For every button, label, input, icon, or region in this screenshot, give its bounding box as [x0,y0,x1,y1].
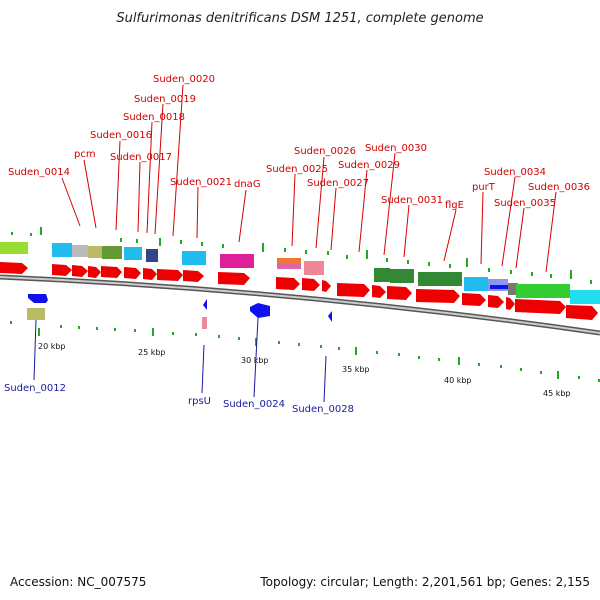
scale-label-40kbp: 40 kbp [444,376,472,385]
scale-labels: 20 kbp 25 kbp 30 kbp 35 kbp 40 kbp 45 kb… [38,342,571,398]
gene-label-suden-0012[interactable]: Suden_0012 [4,383,66,394]
gene-label-pcm[interactable]: pcm [74,149,96,160]
lower-tick-marks [10,321,600,382]
gene-label-suden-0017[interactable]: Suden_0017 [110,152,172,163]
gene-label-suden-0021[interactable]: Suden_0021 [170,177,232,188]
gene-label-suden-0036[interactable]: Suden_0036 [528,182,590,193]
gene-label-suden-0018[interactable]: Suden_0018 [123,112,185,123]
top-label-leaders [61,84,557,273]
gene-label-suden-0035[interactable]: Suden_0035 [494,198,556,209]
top-gene-labels: Suden_0014 pcm Suden_0016 Suden_0017 Sud… [8,74,590,211]
gene-label-suden-0031[interactable]: Suden_0031 [381,195,443,206]
upper-tick-marks [11,227,592,284]
scale-label-30kbp: 30 kbp [241,356,269,365]
feature-track [0,242,600,304]
gene-label-flge[interactable]: flgE [445,200,464,211]
genome-stats-text: Topology: circular; Length: 2,201,561 bp… [259,575,590,589]
bottom-gene-labels: Suden_0012 rpsU Suden_0024 Suden_0028 [4,383,354,415]
forward-strand-genes [0,262,598,320]
gene-label-suden-0024[interactable]: Suden_0024 [223,399,285,410]
gene-label-suden-0025[interactable]: Suden_0025 [266,164,328,175]
gene-label-suden-0016[interactable]: Suden_0016 [90,130,152,141]
gene-label-purt[interactable]: purT [472,182,496,193]
map-title: Sulfurimonas denitrificans DSM 1251, com… [116,11,483,26]
gene-label-suden-0020[interactable]: Suden_0020 [153,74,215,85]
reverse-strand-genes [27,294,332,329]
gene-label-suden-0029[interactable]: Suden_0029 [338,160,400,171]
scale-label-45kbp: 45 kbp [543,389,571,398]
bottom-label-leaders [33,317,327,403]
gene-label-suden-0027[interactable]: Suden_0027 [307,178,369,189]
accession-text: Accession: NC_007575 [10,575,146,589]
scale-label-20kbp: 20 kbp [38,342,66,351]
gene-label-suden-0028[interactable]: Suden_0028 [292,404,354,415]
gene-label-suden-0014[interactable]: Suden_0014 [8,167,70,178]
gene-label-suden-0030[interactable]: Suden_0030 [365,143,427,154]
gene-label-suden-0026[interactable]: Suden_0026 [294,146,356,157]
gene-label-dnag[interactable]: dnaG [234,179,261,190]
scale-label-35kbp: 35 kbp [342,365,370,374]
gene-label-suden-0034[interactable]: Suden_0034 [484,167,546,178]
gene-label-rpsu[interactable]: rpsU [188,396,211,407]
gene-label-suden-0019[interactable]: Suden_0019 [134,94,196,105]
scale-label-25kbp: 25 kbp [138,348,166,357]
